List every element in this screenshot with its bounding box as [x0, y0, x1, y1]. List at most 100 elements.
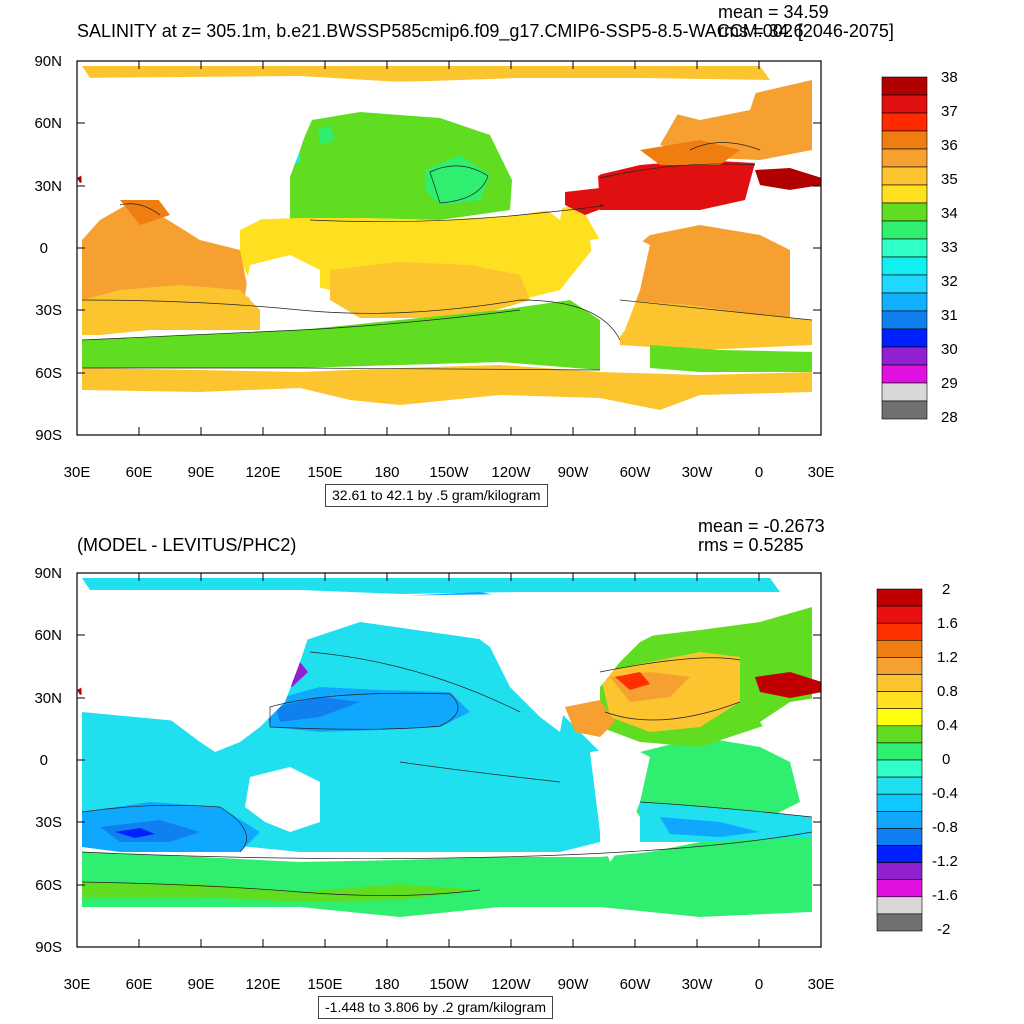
colorbar-swatch [876, 622, 923, 641]
region-bering [318, 125, 335, 145]
x-tick-label: 0 [754, 976, 764, 993]
difference-map [76, 572, 923, 948]
land-antarctica [82, 392, 812, 435]
colorbar-swatch [881, 202, 928, 222]
land-antarctica [82, 907, 812, 947]
x-tick-label: 120E [245, 976, 281, 993]
colorbar-swatch [876, 810, 923, 829]
colorbar-label: -0.4 [932, 785, 958, 802]
y-tick-label: 60N [34, 115, 62, 132]
salinity-map [76, 60, 928, 436]
colorbar-swatch [881, 184, 928, 204]
colorbar-swatch [881, 382, 928, 402]
x-tick-label: 90E [187, 464, 215, 481]
region-southern-ocean [82, 300, 600, 370]
land-greenland [640, 594, 770, 630]
rms-stat: rms = 0.5285 [698, 535, 804, 555]
colorbar-swatch [876, 640, 923, 658]
colorbar-label: -1.6 [932, 887, 958, 904]
colorbar-swatch [881, 256, 928, 276]
y-tick-label: 90S [35, 939, 62, 956]
y-tick-label: 90N [34, 565, 62, 582]
colorbar-label: 2 [942, 581, 951, 598]
x-tick-label: 30E [807, 976, 835, 993]
x-tick-label: 150E [307, 464, 343, 481]
region-south-pacific [330, 262, 530, 318]
colorbar-label: 32 [941, 273, 958, 290]
land-eurasia [77, 76, 310, 240]
x-tick-label: 90W [557, 976, 589, 993]
land-south-america [590, 747, 650, 862]
x-tick-label: 30E [807, 464, 835, 481]
land-eurasia [77, 590, 310, 752]
region-mediterranean [755, 168, 821, 190]
region-south-atlantic-yellow [620, 300, 812, 350]
x-tick-label: 60E [125, 464, 153, 481]
mean-stat: mean = -0.2673 [698, 516, 825, 536]
colorbar-swatch [876, 588, 923, 607]
colorbar-swatch [881, 112, 928, 132]
x-tick-label: 0 [754, 464, 764, 481]
y-tick-label: 60S [35, 877, 62, 894]
colorbar-label: 28 [941, 409, 958, 426]
chart-title: SALINITY at z= 305.1m, b.e21.BWSSP585cmi… [77, 21, 894, 41]
colorbar-label: 1.6 [937, 615, 958, 632]
region-north-atlantic [660, 80, 812, 160]
colorbar-label: 38 [941, 69, 958, 86]
x-tick-label: 30E [63, 976, 91, 993]
colorbar-swatch [881, 274, 928, 294]
colorbar-swatch [876, 742, 923, 761]
land-australia [245, 255, 320, 320]
colorbar-swatch [876, 828, 923, 846]
colorbar-label: -2 [937, 921, 951, 938]
x-tick-label: 150E [307, 976, 343, 993]
region-south-indian-dark [100, 820, 200, 842]
colorbar-swatch [881, 400, 928, 420]
region-gulf [565, 188, 612, 215]
x-tick-label: 150W [429, 464, 469, 481]
colorbar-label: 0.8 [937, 683, 958, 700]
colorbar-swatch [876, 725, 923, 744]
land-north-america [370, 78, 700, 220]
y-tick-label: 90N [34, 53, 62, 70]
colorbar-swatch [876, 913, 923, 932]
colorbar-label: 30 [941, 341, 958, 358]
land-australia [245, 767, 320, 832]
colorbar-label: 36 [941, 137, 958, 154]
y-tick-label: 30N [34, 178, 62, 195]
colorbar-swatch [876, 605, 923, 624]
region-north-atlantic-red [598, 160, 755, 210]
colorbar-label: 31 [941, 307, 958, 324]
y-tick-label: 30S [35, 302, 62, 319]
colorbar-swatch [876, 879, 923, 898]
colorbar-swatch [876, 862, 923, 881]
mean-stat: mean = 34.59 [718, 2, 829, 22]
colorbar-swatch [881, 292, 928, 312]
colorbar-swatch [881, 130, 928, 150]
rms-stat: rms = 34.6 [718, 21, 804, 41]
y-tick-label: 60S [35, 365, 62, 382]
colorbar-swatch [876, 708, 923, 727]
region-southern-ocean-2 [82, 882, 480, 902]
x-tick-label: 90E [187, 976, 215, 993]
y-tick-label: 0 [39, 752, 48, 769]
contour-info: 32.61 to 42.1 by .5 gram/kilogram [325, 484, 548, 507]
colorbar-swatch [876, 674, 923, 692]
colorbar-label: 1.2 [937, 649, 958, 666]
x-tick-label: 60E [125, 976, 153, 993]
x-tick-label: 30E [63, 464, 91, 481]
y-tick-label: 90S [35, 427, 62, 444]
contour-info: -1.448 to 3.806 by .2 gram/kilogram [318, 996, 554, 1019]
y-tick-label: 60N [34, 627, 62, 644]
x-tick-label: 60W [619, 464, 651, 481]
colorbar-swatch [876, 691, 923, 710]
x-tick-label: 180 [374, 464, 400, 481]
colorbar-label: 29 [941, 375, 958, 392]
region-antarctic-rim [82, 365, 812, 410]
colorbar-swatch [881, 364, 928, 384]
colorbar-label: 37 [941, 103, 958, 120]
colorbar-swatch [881, 220, 928, 240]
region-arctic [82, 66, 770, 82]
colorbar-label: -1.2 [932, 853, 958, 870]
x-tick-label: 150W [429, 976, 469, 993]
